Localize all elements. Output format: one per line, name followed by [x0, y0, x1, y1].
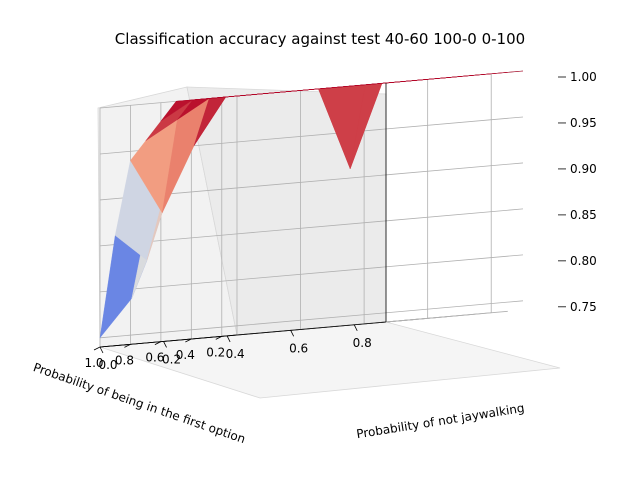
axes-lines — [99, 83, 387, 348]
y-tick-label: 1.0 — [84, 356, 103, 370]
y-tick-label: 0.4 — [176, 348, 195, 362]
z-grid-line — [236, 162, 524, 189]
x-tick-label: 0.0 — [98, 358, 117, 372]
x-tick-mark — [99, 346, 104, 354]
x-tick-mark — [226, 335, 231, 343]
z-tick-label: 0.90 — [570, 162, 597, 176]
x-tick-label: 0.2 — [162, 352, 181, 366]
y-axis-line — [99, 334, 238, 348]
z-grid-line — [236, 300, 524, 327]
surface-plot — [99, 70, 524, 339]
x-tick-mark — [163, 341, 167, 348]
z-grid-line — [236, 116, 524, 143]
y-tick-mark — [215, 335, 222, 340]
y-tick-mark — [185, 338, 192, 343]
z-grid-line — [236, 208, 524, 235]
z-tick-label: 0.85 — [570, 208, 597, 222]
y-tick-label: 0.2 — [206, 345, 225, 359]
z-grid-line — [236, 254, 524, 281]
x-tick-label: 0.8 — [353, 336, 372, 350]
x-tick-mark — [290, 330, 295, 337]
chart-title: Classification accuracy against test 40-… — [115, 30, 525, 48]
z-tick-label: 0.75 — [570, 300, 597, 314]
x-tick-label: 0.4 — [226, 347, 245, 361]
x-tick-mark — [353, 324, 358, 331]
y-tick-mark — [93, 346, 101, 351]
y-tick-label: 0.6 — [145, 351, 164, 365]
z-grid-line — [99, 325, 238, 339]
y-tick-mark — [154, 341, 162, 346]
tick-labels: 0.0 0.2 0.4 0.6 0.80.20.40.60.81.00.750.800.… — [84, 70, 596, 372]
y-tick-mark — [124, 343, 131, 348]
z-tick-label: 0.95 — [570, 116, 597, 130]
x-axis-label: Probability of not jaywalking — [355, 401, 525, 441]
y-tick-label: 0.8 — [115, 353, 134, 367]
x-tick-label: 0.6 — [289, 341, 308, 355]
surface-facet — [475, 70, 524, 76]
z-tick-label: 1.00 — [570, 70, 597, 84]
z-tick-label: 0.80 — [570, 254, 597, 268]
